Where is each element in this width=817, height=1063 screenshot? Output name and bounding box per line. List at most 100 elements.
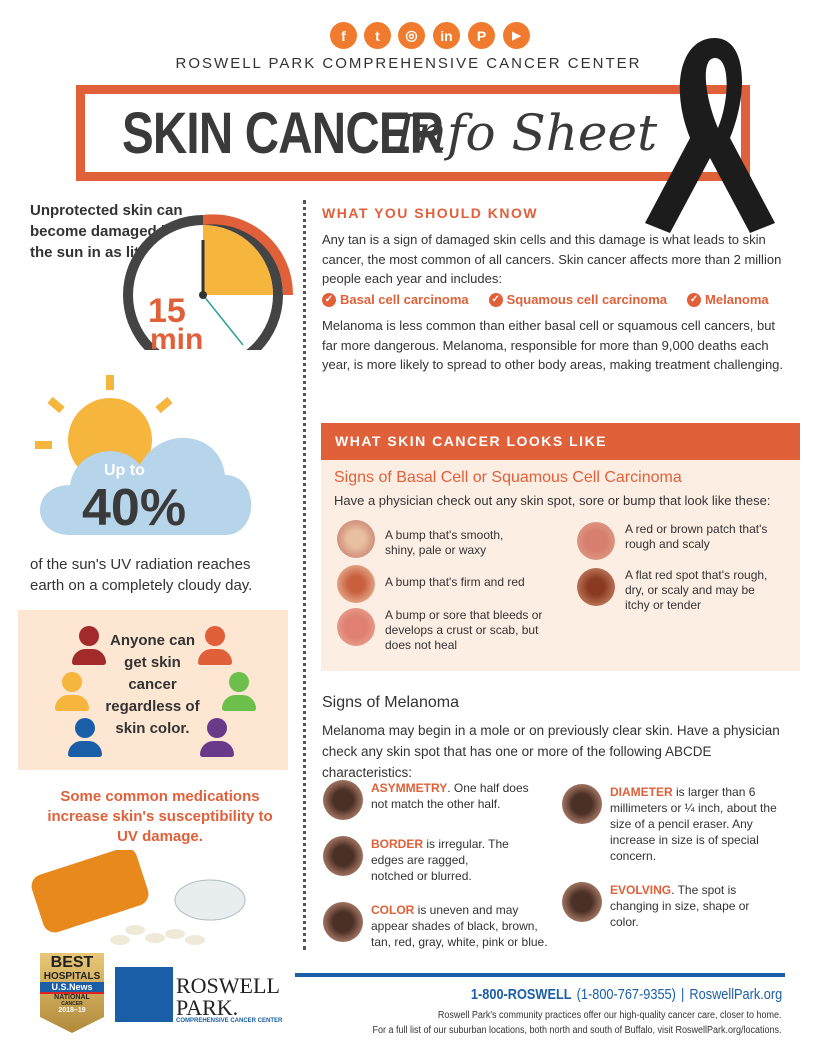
sign-text: A bump or sore that bleeds or develops a… <box>385 608 543 652</box>
abcde-desc: is uneven and may appear shades of black… <box>371 903 548 949</box>
abcde-desc: is irregular. The edges are ragged, notc… <box>371 837 509 883</box>
type-basal: ✓ Basal cell carcinoma <box>322 292 469 307</box>
clock-number: 15 <box>148 292 186 330</box>
sign-item: A bump or sore that bleeds or develops a… <box>337 608 547 653</box>
facebook-icon[interactable]: f <box>330 22 357 49</box>
medications-text: Some common medications increase skin's … <box>47 788 273 845</box>
mole-image <box>323 902 363 942</box>
sign-item: A red or brown patch that's rough and sc… <box>577 522 777 560</box>
badge-national: NATIONAL <box>54 994 90 1001</box>
sun-cloud-icon <box>35 375 252 535</box>
skin-spot-image <box>337 520 375 558</box>
mole-image <box>323 780 363 820</box>
separator: | <box>680 986 685 1003</box>
person-icon <box>198 626 232 666</box>
phone-number[interactable]: (1-800-767-9355) <box>576 986 676 1003</box>
page-title-script: Info Sheet <box>395 104 658 162</box>
phone-label: 1-800-ROSWELL <box>470 986 572 1003</box>
abcde-desc: . The spot is changing in size, shape or… <box>610 883 750 929</box>
roswell-logo-mark <box>115 967 173 1022</box>
skin-spot-image <box>337 608 375 646</box>
sign-item: A bump that's smooth, shiny, pale or wax… <box>337 520 537 558</box>
type-melanoma: ✓ Melanoma <box>687 292 769 307</box>
person-icon <box>222 672 256 712</box>
organization-name: ROSWELL PARK COMPREHENSIVE CANCER CENTER <box>175 55 642 72</box>
logo-line2: PARK. <box>176 995 239 1020</box>
looks-heading: WHAT SKIN CANCER LOOKS LIKE <box>321 423 800 460</box>
logo-tagline: COMPREHENSIVE CANCER CENTER <box>176 1018 283 1024</box>
know-paragraph-2: Melanoma is less common than either basa… <box>322 318 784 372</box>
sign-text: A bump that's smooth, shiny, pale or wax… <box>385 528 504 557</box>
abcde-desc: is larger than 6 millimeters or ¼ inch, … <box>610 785 777 863</box>
best-hospitals-badge: BEST HOSPITALS U.S.News NATIONAL CANCER … <box>40 953 104 1033</box>
sign-text: A bump that's firm and red <box>385 575 525 589</box>
badge-usnews: U.S.News <box>40 982 104 994</box>
footer-line-1: Roswell Park's community practices offer… <box>438 1010 782 1021</box>
melanoma-intro: Melanoma may begin in a mole or on previ… <box>322 723 780 780</box>
know-heading: WHAT YOU SHOULD KNOW <box>322 205 539 221</box>
cancer-types: ✓ Basal cell carcinoma ✓ Squamous cell car… <box>322 292 769 307</box>
clock-icon <box>123 214 294 350</box>
type-squamous: ✓ Squamous cell carcinoma <box>488 292 668 307</box>
basal-subheading: Signs of Basal Cell or Squamous Cell Car… <box>334 469 682 486</box>
cloud-caption: of the sun's UV radiation reaches earth … <box>30 556 253 594</box>
type-label: Squamous cell carcinoma <box>506 292 668 307</box>
type-label: Basal cell carcinoma <box>340 292 469 307</box>
check-icon: ✓ <box>687 292 702 307</box>
basal-intro: Have a physician check out any skin spot… <box>334 493 771 508</box>
mole-image <box>562 882 602 922</box>
pill-bottle-image <box>31 850 246 945</box>
person-icon <box>200 718 234 758</box>
check-icon: ✓ <box>488 292 503 307</box>
clock-unit: min <box>150 323 204 356</box>
youtube-icon[interactable]: ▶ <box>503 22 530 49</box>
roswell-logo-text: ROSWELL PARK. <box>176 975 280 1019</box>
sign-item: A flat red spot that's rough, dry, or sc… <box>577 568 777 613</box>
footer-rule <box>295 973 785 977</box>
column-divider <box>303 200 306 950</box>
know-paragraph-1: Any tan is a sign of damaged skin cells … <box>322 232 782 286</box>
cloud-upto: Up to <box>104 462 145 479</box>
website-link[interactable]: RoswellPark.org <box>689 986 782 1003</box>
abcde-item: ASYMMETRY. One half does not match the o… <box>323 780 543 820</box>
awareness-ribbon-icon <box>645 38 775 233</box>
abcde-desc: . One half does not match the other half… <box>371 781 529 811</box>
footer-line-2: For a full list of our suburban location… <box>372 1025 782 1036</box>
footer-contact: 1-800-ROSWELL (1-800-767-9355) | Roswell… <box>471 986 782 1003</box>
person-icon <box>68 718 102 758</box>
title-banner <box>76 85 750 181</box>
skin-spot-image <box>577 568 615 606</box>
badge-cancer: CANCER <box>61 1001 83 1007</box>
looks-box <box>321 423 800 671</box>
type-label: Melanoma <box>705 292 769 307</box>
abcde-term: ASYMMETRY <box>371 781 448 795</box>
linkedin-icon[interactable]: in <box>433 22 460 49</box>
pinterest-icon[interactable]: P <box>468 22 495 49</box>
sign-text: A red or brown patch that's rough and sc… <box>625 522 768 551</box>
skin-spot-image <box>337 565 375 603</box>
melanoma-subheading: Signs of Melanoma <box>322 694 459 711</box>
people-text: Anyone can get skin cancer regardless of… <box>105 632 200 737</box>
abcde-item: COLOR is uneven and may appear shades of… <box>323 902 553 950</box>
badge-hospitals: HOSPITALS <box>43 971 101 982</box>
twitter-icon[interactable]: t <box>364 22 391 49</box>
abcde-term: COLOR <box>371 903 415 917</box>
badge-best: BEST <box>50 954 94 971</box>
abcde-term: BORDER <box>371 837 424 851</box>
abcde-term: DIAMETER <box>610 785 673 799</box>
footer-note: Roswell Park's community practices offer… <box>373 1008 782 1038</box>
page-title: SKIN CANCER <box>122 101 444 166</box>
abcde-item: DIAMETER is larger than 6 millimeters or… <box>562 784 777 864</box>
logo-line1: ROSWELL <box>176 973 280 998</box>
mole-image <box>323 836 363 876</box>
abcde-term: EVOLVING <box>610 883 672 897</box>
abcde-item: BORDER is irregular. The edges are ragge… <box>323 836 543 884</box>
abcde-item: EVOLVING. The spot is changing in size, … <box>562 882 762 930</box>
mole-image <box>562 784 602 824</box>
skin-spot-image <box>577 522 615 560</box>
instagram-icon[interactable]: ◎ <box>398 22 425 49</box>
sign-text: A flat red spot that's rough, dry, or sc… <box>625 568 768 612</box>
cloud-percent: 40% <box>82 479 187 537</box>
person-icon <box>55 672 89 712</box>
check-icon: ✓ <box>322 292 336 307</box>
